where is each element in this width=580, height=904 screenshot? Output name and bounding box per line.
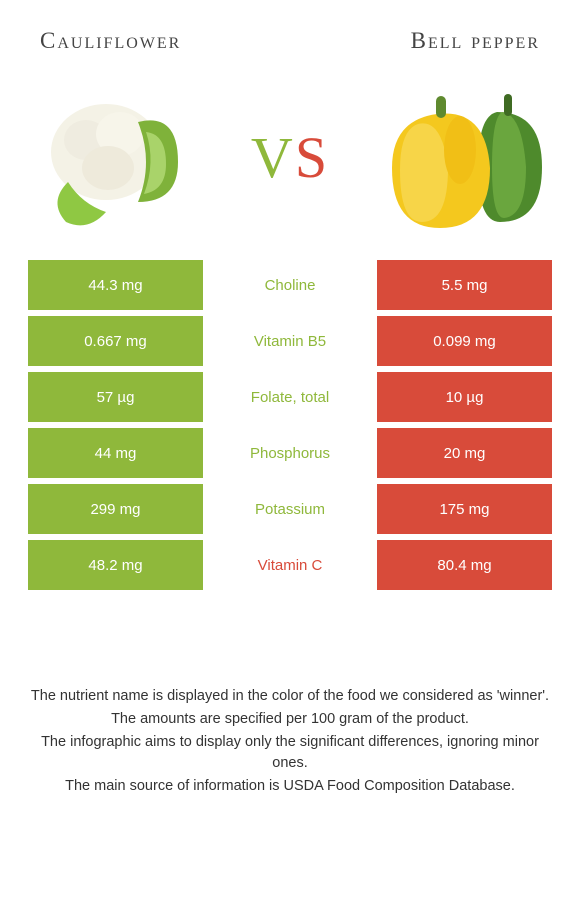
nutrient-label: Vitamin B5 xyxy=(203,316,377,366)
vs-s: S xyxy=(295,125,329,190)
right-value: 5.5 mg xyxy=(377,260,552,310)
note-line: The nutrient name is displayed in the co… xyxy=(24,686,556,707)
left-value: 44.3 mg xyxy=(28,260,203,310)
nutrient-label: Vitamin C xyxy=(203,540,377,590)
note-line: The main source of information is USDA F… xyxy=(24,776,556,797)
header: Cauliflower Bell pepper xyxy=(0,0,580,64)
right-value: 80.4 mg xyxy=(377,540,552,590)
vs-label: VS xyxy=(251,124,329,191)
bell-pepper-illustration xyxy=(382,72,552,242)
nutrient-row: 299 mgPotassium175 mg xyxy=(28,484,552,540)
right-value: 0.099 mg xyxy=(377,316,552,366)
right-food-title: Bell pepper xyxy=(411,28,540,54)
left-value: 48.2 mg xyxy=(28,540,203,590)
left-value: 44 mg xyxy=(28,428,203,478)
nutrient-row: 44.3 mgCholine5.5 mg xyxy=(28,260,552,316)
nutrient-row: 48.2 mgVitamin C80.4 mg xyxy=(28,540,552,596)
right-value: 175 mg xyxy=(377,484,552,534)
nutrient-table: 44.3 mgCholine5.5 mg0.667 mgVitamin B50.… xyxy=(28,260,552,596)
left-value: 299 mg xyxy=(28,484,203,534)
note-line: The infographic aims to display only the… xyxy=(24,732,556,774)
footer-notes: The nutrient name is displayed in the co… xyxy=(0,686,580,797)
nutrient-row: 57 µgFolate, total10 µg xyxy=(28,372,552,428)
vs-v: V xyxy=(251,125,295,190)
nutrient-label: Choline xyxy=(203,260,377,310)
nutrient-row: 44 mgPhosphorus20 mg xyxy=(28,428,552,484)
left-value: 57 µg xyxy=(28,372,203,422)
cauliflower-illustration xyxy=(28,72,198,242)
nutrient-label: Folate, total xyxy=(203,372,377,422)
images-row: VS xyxy=(0,64,580,260)
nutrient-label: Potassium xyxy=(203,484,377,534)
nutrient-row: 0.667 mgVitamin B50.099 mg xyxy=(28,316,552,372)
left-food-title: Cauliflower xyxy=(40,28,181,54)
right-value: 20 mg xyxy=(377,428,552,478)
nutrient-label: Phosphorus xyxy=(203,428,377,478)
right-value: 10 µg xyxy=(377,372,552,422)
left-value: 0.667 mg xyxy=(28,316,203,366)
note-line: The amounts are specified per 100 gram o… xyxy=(24,709,556,730)
